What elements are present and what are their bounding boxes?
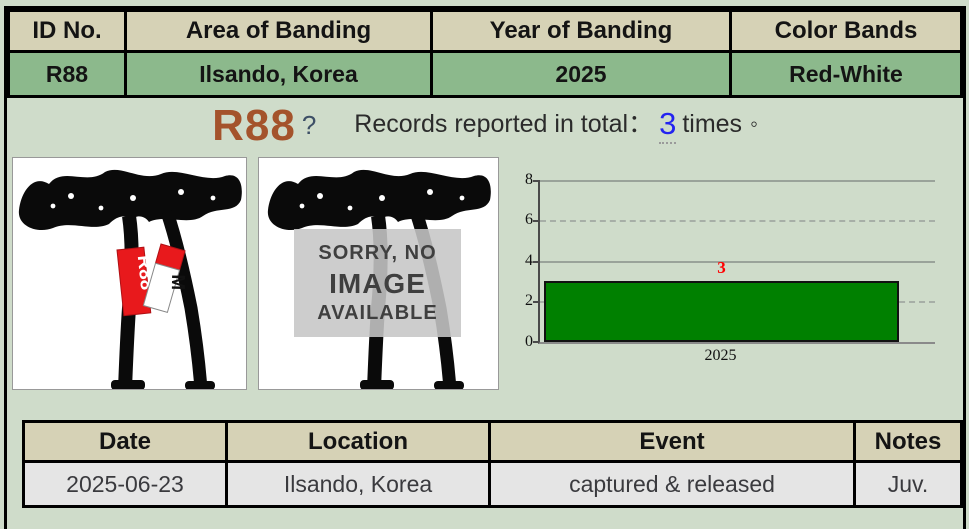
records-total-label: Records reported in total (354, 110, 629, 138)
tick-mark (533, 341, 538, 343)
value-area-of-banding: Ilsando, Korea (124, 50, 433, 98)
records-count-link[interactable]: 3 (659, 106, 677, 144)
header-year-of-banding: Year of Banding (430, 9, 732, 53)
header-id-no: ID No. (7, 9, 127, 53)
ytick-6: 6 (525, 211, 533, 228)
value-year-of-banding: 2025 (430, 50, 732, 98)
ytick-8: 8 (525, 171, 533, 188)
no-image-line3: AVAILABLE (317, 301, 438, 324)
banding-info-table: ID No. Area of Banding Year of Banding C… (7, 9, 963, 98)
no-image-placeholder: SORRY, NO IMAGE AVAILABLE (258, 157, 499, 390)
banding-header-row: ID No. Area of Banding Year of Banding C… (7, 9, 963, 53)
header-location: Location (225, 420, 491, 463)
question-mark: ? (301, 110, 317, 140)
chart-plot-area: 3 (538, 180, 935, 344)
gridline-4 (540, 261, 935, 263)
band-diagram-image: R88 M (12, 157, 247, 390)
banding-value-row: R88 Ilsando, Korea 2025 Red-White (7, 50, 963, 98)
records-header-row: Date Location Event Notes (22, 420, 963, 463)
record-date: 2025-06-23 (22, 460, 228, 508)
bird-silhouette-with-bands-icon: R88 M (18, 169, 242, 389)
gridline-6 (540, 220, 935, 222)
colon-separator: ： (628, 110, 654, 138)
bar-value-label: 3 (717, 258, 726, 277)
no-image-line1: SORRY, NO (318, 241, 437, 264)
bar-2025 (544, 281, 899, 342)
tick-mark (533, 180, 538, 182)
record-location: Ilsando, Korea (225, 460, 491, 508)
header-area-of-banding: Area of Banding (124, 9, 433, 53)
ytick-2: 2 (525, 292, 533, 309)
record-row: 2025-06-23 Ilsando, Korea captured & rel… (22, 460, 963, 508)
header-notes: Notes (853, 420, 963, 463)
ytick-0: 0 (525, 333, 533, 350)
header-date: Date (22, 420, 228, 463)
record-card: ID No. Area of Banding Year of Banding C… (4, 6, 966, 529)
tick-mark (533, 301, 538, 303)
no-image-notice: SORRY, NO IMAGE AVAILABLE (294, 229, 461, 337)
times-label: times (682, 110, 743, 138)
record-event: captured & released (488, 460, 856, 508)
record-notes: Juv. (853, 460, 963, 508)
tick-mark (533, 220, 538, 222)
value-id-no: R88 (7, 50, 127, 98)
header-color-bands: Color Bands (729, 9, 963, 53)
value-color-bands: Red-White (729, 50, 963, 98)
bird-id-title: R88 (212, 101, 296, 150)
ytick-4: 4 (525, 252, 533, 269)
no-image-line2: IMAGE (329, 267, 426, 299)
gridline-8 (540, 180, 935, 182)
xtick-2025: 2025 (704, 347, 737, 364)
records-table: Date Location Event Notes 2025-06-23 Ils… (22, 420, 963, 508)
sentence-end-mark: ◦ (750, 111, 758, 136)
tick-mark (533, 261, 538, 263)
header-event: Event (488, 420, 856, 463)
right-band-text: M (167, 274, 188, 290)
record-summary-line: R88? Records reported in total： 3 times ◦ (7, 101, 963, 151)
